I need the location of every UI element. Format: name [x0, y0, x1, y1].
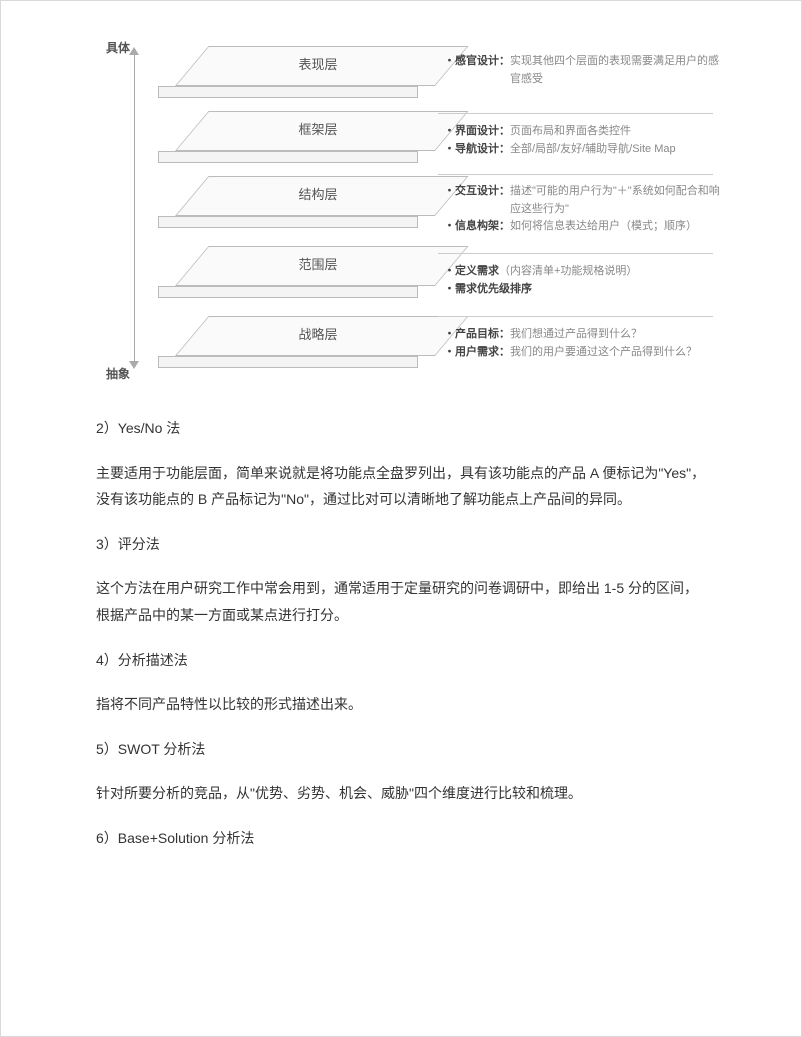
page: 具体 抽象 表现层框架层结构层范围层战略层 感官设计：实现其他四个层面的表现需要…: [0, 0, 802, 1037]
desc-key: 需求优先级排序: [444, 281, 532, 299]
layer-label: 框架层: [188, 119, 448, 138]
ux-layers-diagram: 具体 抽象 表现层框架层结构层范围层战略层 感官设计：实现其他四个层面的表现需要…: [86, 41, 698, 391]
desc-key: 定义需求: [444, 263, 499, 281]
layer-label: 表现层: [188, 54, 448, 73]
layer-description: 感官设计：实现其他四个层面的表现需要满足用户的感官感受: [444, 53, 724, 88]
layer-label: 战略层: [188, 324, 448, 343]
layer-label: 结构层: [188, 184, 448, 203]
section-body: 指将不同产品特性以比较的形式描述出来。: [96, 691, 706, 718]
layer-description: 定义需求（内容清单+功能规格说明）需求优先级排序: [444, 263, 724, 298]
section-heading: 3）评分法: [96, 531, 706, 558]
text-content: 2）Yes/No 法主要适用于功能层面，简单来说就是将功能点全盘罗列出，具有该功…: [96, 415, 706, 852]
divider: [438, 253, 713, 254]
divider: [438, 113, 713, 114]
desc-value: 全部/局部/友好/辅助导航/Site Map: [510, 141, 676, 159]
desc-key: 用户需求：: [444, 344, 510, 362]
desc-value: 页面布局和界面各类控件: [510, 123, 631, 141]
section-body: 这个方法在用户研究工作中常会用到，通常适用于定量研究的问卷调研中，即给出 1-5…: [96, 575, 706, 628]
desc-key: 感官设计：: [444, 53, 510, 88]
layer-description: 界面设计：页面布局和界面各类控件导航设计：全部/局部/友好/辅助导航/Site …: [444, 123, 724, 158]
desc-key: 产品目标：: [444, 326, 510, 344]
desc-value: 如何将信息表达给用户（模式；顺序）: [510, 218, 697, 236]
arrow-shaft: [134, 53, 135, 363]
desc-value: 我们想通过产品得到什么？: [510, 326, 642, 344]
layer-label: 范围层: [188, 254, 448, 273]
desc-value: 描述"可能的用户行为"＋"系统如何配合和响应这些行为": [510, 183, 724, 218]
desc-key: 信息构架：: [444, 218, 510, 236]
desc-value: 实现其他四个层面的表现需要满足用户的感官感受: [510, 53, 724, 88]
section-heading: 5）SWOT 分析法: [96, 736, 706, 763]
desc-key: 界面设计：: [444, 123, 510, 141]
layer-description: 产品目标：我们想通过产品得到什么？用户需求：我们的用户要通过这个产品得到什么？: [444, 326, 724, 361]
section-heading: 6）Base+Solution 分析法: [96, 825, 706, 852]
axis-label-top: 具体: [106, 39, 130, 56]
desc-key: 导航设计：: [444, 141, 510, 159]
desc-value: （内容清单+功能规格说明）: [499, 263, 637, 281]
section-heading: 4）分析描述法: [96, 647, 706, 674]
section-heading: 2）Yes/No 法: [96, 415, 706, 442]
arrow-down-icon: [129, 361, 139, 369]
section-body: 主要适用于功能层面，简单来说就是将功能点全盘罗列出，具有该功能点的产品 A 便标…: [96, 460, 706, 513]
section-body: 针对所要分析的竞品，从"优势、劣势、机会、威胁"四个维度进行比较和梳理。: [96, 780, 706, 807]
desc-key: 交互设计：: [444, 183, 510, 218]
divider: [438, 316, 713, 317]
desc-value: 我们的用户要通过这个产品得到什么？: [510, 344, 697, 362]
axis-label-bottom: 抽象: [106, 365, 130, 382]
layer-description: 交互设计：描述"可能的用户行为"＋"系统如何配合和响应这些行为"信息构架：如何将…: [444, 183, 724, 236]
divider: [438, 174, 713, 175]
